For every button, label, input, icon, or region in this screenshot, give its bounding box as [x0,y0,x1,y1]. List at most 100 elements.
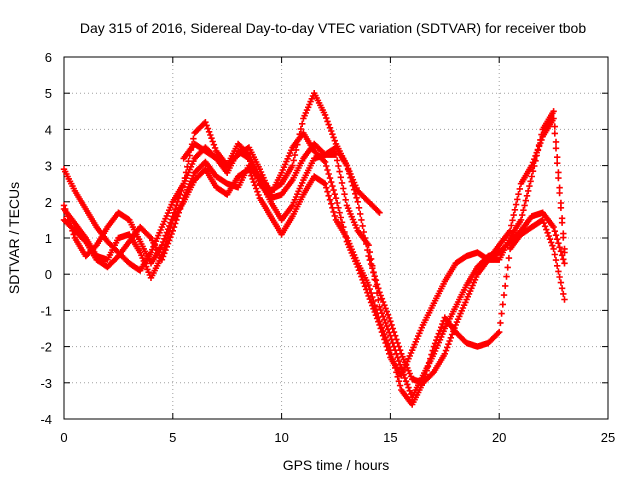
x-tick-label: 5 [169,430,176,445]
data-point-track-1 [359,222,366,230]
data-point-track-1 [377,292,384,299]
data-point-track-4 [438,324,445,331]
data-point-track-2 [326,174,334,182]
data-point-track-2 [506,227,514,234]
data-point-track-4 [328,200,335,207]
data-point-track-2 [204,125,212,132]
data-point-track-2 [516,185,523,193]
data-point-track-4 [388,351,395,358]
chart-title: Day 315 of 2016, Sidereal Day-to-day VTE… [80,20,587,36]
data-point-track-2 [514,196,521,203]
data-point-track-1 [520,207,527,214]
data-point-track-3 [383,322,390,330]
data-point-track-4 [550,245,557,253]
data-point-track-1 [551,123,558,130]
data-point-track-1 [291,151,299,159]
data-point-track-2 [550,115,557,122]
data-point-track-4 [425,359,433,366]
data-point-track-4 [556,273,563,281]
data-point-track-4 [549,242,556,249]
data-point-track-4 [558,285,566,292]
data-point-track-1 [331,137,338,144]
data-point-track-4 [552,256,560,264]
data-point-track-2 [554,160,561,167]
data-point-track-3 [555,240,562,247]
data-point-track-2 [558,219,566,226]
data-point-track-2 [331,191,338,198]
data-point-track-3 [557,248,565,255]
data-point-track-4 [424,363,432,370]
data-point-track-4 [329,204,336,211]
data-point-track-2 [532,152,539,160]
data-point-track-1 [357,210,364,218]
data-point-track-3 [366,248,373,256]
data-point-track-4 [395,378,403,385]
data-point-track-4 [386,343,393,351]
data-point-track-2 [508,222,515,229]
data-point-track-4 [428,351,435,358]
data-point-track-4 [541,223,549,230]
data-point-track-4 [381,330,388,338]
data-point-track-3 [388,336,395,343]
data-point-track-3 [372,283,380,290]
data-point-track-2 [203,122,210,129]
data-point-track-1 [326,124,334,131]
data-point-track-3 [400,371,407,378]
data-point-track-2 [515,191,522,198]
data-point-track-4 [166,228,173,236]
data-point-track-1 [379,298,387,306]
data-point-track-2 [185,158,192,165]
data-point-track-2 [182,169,190,176]
data-point-track-4 [379,327,387,335]
y-tick-label: 6 [45,50,52,65]
data-point-track-4 [164,232,172,240]
data-point-track-4 [436,327,444,334]
data-point-track-2 [335,204,342,211]
data-point-track-2 [555,174,562,182]
data-point-track-4 [382,334,389,341]
data-point-track-4 [253,185,260,192]
y-tick-label: 3 [45,159,52,174]
data-point-track-4 [376,318,383,325]
data-point-track-4 [560,290,567,298]
data-point-track-2 [534,146,542,153]
data-point-track-4 [433,337,440,344]
data-point-track-4 [326,196,334,203]
data-point-track-2 [509,217,516,224]
data-point-track-3 [369,262,376,269]
data-point-track-2 [511,206,519,213]
data-point-track-3 [146,233,153,240]
data-point-track-1 [444,344,451,351]
data-point-track-2 [205,128,213,135]
data-point-track-1 [382,305,389,312]
data-point-track-2 [332,195,340,202]
data-point-track-4 [251,182,259,189]
data-point-track-4 [429,347,436,354]
data-point-track-4 [544,229,551,236]
data-point-track-3 [373,289,381,297]
data-point-track-1 [446,337,453,345]
data-point-track-4 [393,369,400,376]
data-point-track-4 [375,314,382,321]
data-point-track-2 [512,201,520,208]
data-point-track-3 [337,174,344,181]
data-point-track-4 [497,319,504,327]
data-point-track-4 [427,355,434,362]
data-point-track-4 [430,343,438,350]
data-point-track-4 [377,321,384,328]
data-point-track-3 [554,236,561,243]
data-point-track-2 [361,283,369,290]
data-point-track-4 [505,254,513,262]
y-tick-label: 1 [45,231,52,246]
data-point-track-5 [375,208,382,215]
data-point-track-4 [396,382,404,389]
data-point-track-4 [373,310,381,317]
data-point-track-2 [324,166,331,174]
data-point-track-2 [336,209,343,216]
y-tick-label: 2 [45,195,52,210]
data-point-track-2 [557,204,565,211]
data-point-track-3 [396,361,404,368]
data-point-track-2 [556,189,563,197]
data-point-track-2 [190,135,197,142]
data-point-track-4 [321,180,329,187]
